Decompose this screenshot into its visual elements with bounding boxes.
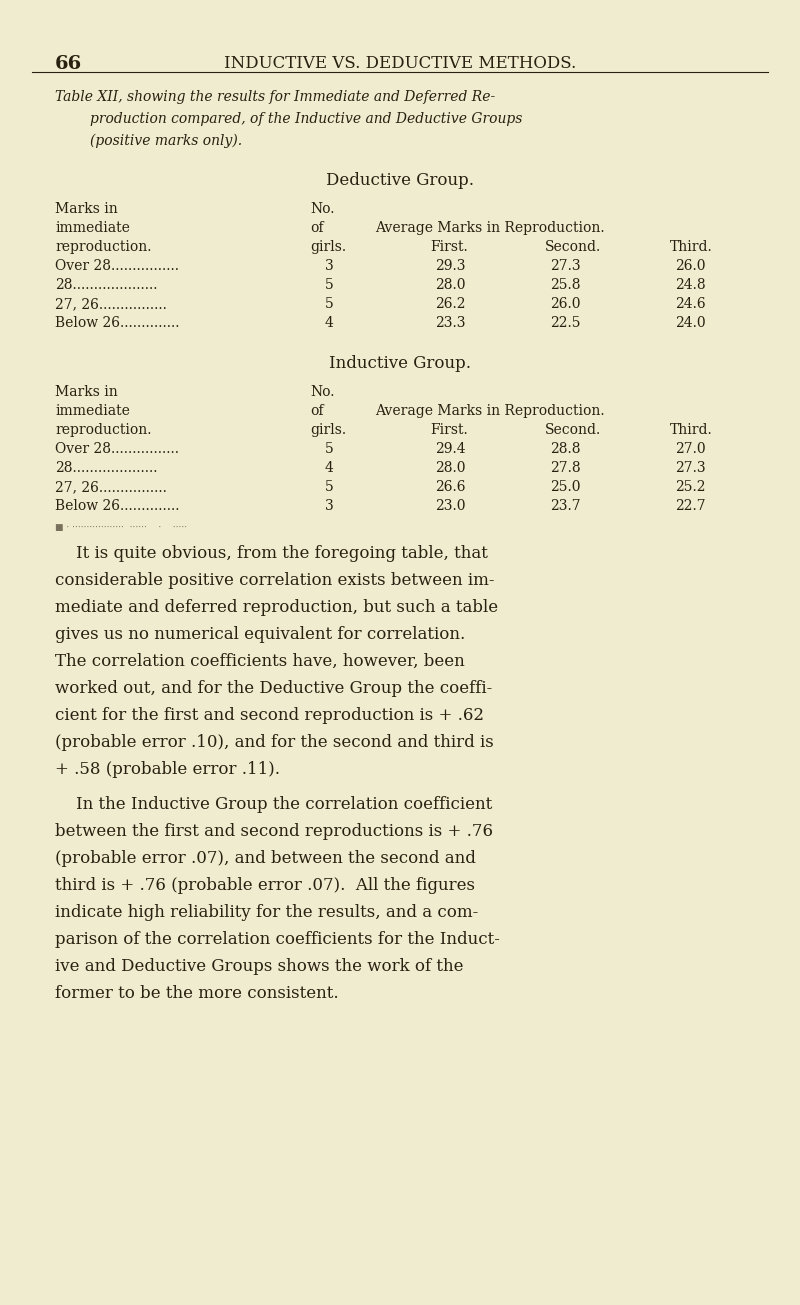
Text: 27.3: 27.3: [675, 461, 706, 475]
Text: 5: 5: [325, 278, 334, 292]
Text: of: of: [310, 405, 323, 418]
Text: Third.: Third.: [670, 240, 713, 254]
Text: INDUCTIVE VS. DEDUCTIVE METHODS.: INDUCTIVE VS. DEDUCTIVE METHODS.: [224, 55, 576, 72]
Text: considerable positive correlation exists between im-: considerable positive correlation exists…: [55, 572, 494, 589]
Text: 27.0: 27.0: [675, 442, 706, 455]
Text: 28....................: 28....................: [55, 461, 158, 475]
Text: girls.: girls.: [310, 423, 346, 437]
Text: 27, 26................: 27, 26................: [55, 298, 167, 311]
Text: immediate: immediate: [55, 221, 130, 235]
Text: 26.6: 26.6: [435, 480, 466, 495]
Text: 29.3: 29.3: [435, 258, 466, 273]
Text: Deductive Group.: Deductive Group.: [326, 172, 474, 189]
Text: Second.: Second.: [545, 240, 602, 254]
Text: ■ · ··················  ······    ·    ·····: ■ · ·················· ······ · ·····: [55, 523, 187, 532]
Text: 5: 5: [325, 480, 334, 495]
Text: 23.7: 23.7: [550, 499, 581, 513]
Text: girls.: girls.: [310, 240, 346, 254]
Text: Table XII, showing the results for Immediate and Deferred Re-: Table XII, showing the results for Immed…: [55, 90, 495, 104]
Text: 26.2: 26.2: [435, 298, 466, 311]
Text: 24.8: 24.8: [675, 278, 706, 292]
Text: Average Marks in Reproduction.: Average Marks in Reproduction.: [375, 405, 605, 418]
Text: 28.0: 28.0: [435, 278, 466, 292]
Text: Inductive Group.: Inductive Group.: [329, 355, 471, 372]
Text: 24.0: 24.0: [675, 316, 706, 330]
Text: 3: 3: [325, 499, 334, 513]
Text: parison of the correlation coefficients for the Induct-: parison of the correlation coefficients …: [55, 930, 500, 947]
Text: 28.8: 28.8: [550, 442, 581, 455]
Text: (probable error .07), and between the second and: (probable error .07), and between the se…: [55, 850, 476, 867]
Text: Third.: Third.: [670, 423, 713, 437]
Text: 27.3: 27.3: [550, 258, 581, 273]
Text: production compared, of the Inductive and Deductive Groups: production compared, of the Inductive an…: [90, 112, 522, 127]
Text: 3: 3: [325, 258, 334, 273]
Text: reproduction.: reproduction.: [55, 240, 151, 254]
Text: of: of: [310, 221, 323, 235]
Text: 22.7: 22.7: [675, 499, 706, 513]
Text: Over 28................: Over 28................: [55, 442, 179, 455]
Text: Over 28................: Over 28................: [55, 258, 179, 273]
Text: 5: 5: [325, 298, 334, 311]
Text: Average Marks in Reproduction.: Average Marks in Reproduction.: [375, 221, 605, 235]
Text: 29.4: 29.4: [435, 442, 466, 455]
Text: 25.2: 25.2: [675, 480, 706, 495]
Text: The correlation coefficients have, however, been: The correlation coefficients have, howev…: [55, 652, 465, 669]
Text: 4: 4: [325, 316, 334, 330]
Text: indicate high reliability for the results, and a com-: indicate high reliability for the result…: [55, 904, 478, 921]
Text: third is + .76 (probable error .07).  All the figures: third is + .76 (probable error .07). All…: [55, 877, 475, 894]
Text: First.: First.: [430, 423, 468, 437]
Text: 26.0: 26.0: [675, 258, 706, 273]
Text: Marks in: Marks in: [55, 385, 118, 399]
Text: worked out, and for the Deductive Group the coeffi-: worked out, and for the Deductive Group …: [55, 680, 492, 697]
Text: reproduction.: reproduction.: [55, 423, 151, 437]
Text: Below 26..............: Below 26..............: [55, 499, 179, 513]
Text: gives us no numerical equivalent for correlation.: gives us no numerical equivalent for cor…: [55, 626, 466, 643]
Text: 27.8: 27.8: [550, 461, 581, 475]
Text: 28....................: 28....................: [55, 278, 158, 292]
Text: 25.0: 25.0: [550, 480, 581, 495]
Text: 5: 5: [325, 442, 334, 455]
Text: Marks in: Marks in: [55, 202, 118, 217]
Text: 28.0: 28.0: [435, 461, 466, 475]
Text: First.: First.: [430, 240, 468, 254]
Text: cient for the first and second reproduction is + .62: cient for the first and second reproduct…: [55, 707, 484, 724]
Text: 26.0: 26.0: [550, 298, 581, 311]
Text: No.: No.: [310, 385, 334, 399]
Text: (probable error .10), and for the second and third is: (probable error .10), and for the second…: [55, 733, 494, 750]
Text: mediate and deferred reproduction, but such a table: mediate and deferred reproduction, but s…: [55, 599, 498, 616]
Text: 22.5: 22.5: [550, 316, 581, 330]
Text: 4: 4: [325, 461, 334, 475]
Text: No.: No.: [310, 202, 334, 217]
Text: 24.6: 24.6: [675, 298, 706, 311]
Text: 23.3: 23.3: [435, 316, 466, 330]
Text: immediate: immediate: [55, 405, 130, 418]
Text: + .58 (probable error .11).: + .58 (probable error .11).: [55, 761, 280, 778]
Text: In the Inductive Group the correlation coefficient: In the Inductive Group the correlation c…: [55, 796, 492, 813]
Text: 25.8: 25.8: [550, 278, 581, 292]
Text: ive and Deductive Groups shows the work of the: ive and Deductive Groups shows the work …: [55, 958, 463, 975]
Text: (positive marks only).: (positive marks only).: [90, 134, 242, 149]
Text: former to be the more consistent.: former to be the more consistent.: [55, 985, 338, 1002]
Text: between the first and second reproductions is + .76: between the first and second reproductio…: [55, 823, 493, 840]
Text: Second.: Second.: [545, 423, 602, 437]
Text: 27, 26................: 27, 26................: [55, 480, 167, 495]
Text: 23.0: 23.0: [435, 499, 466, 513]
Text: 66: 66: [55, 55, 82, 73]
Text: It is quite obvious, from the foregoing table, that: It is quite obvious, from the foregoing …: [55, 545, 488, 562]
Text: Below 26..............: Below 26..............: [55, 316, 179, 330]
